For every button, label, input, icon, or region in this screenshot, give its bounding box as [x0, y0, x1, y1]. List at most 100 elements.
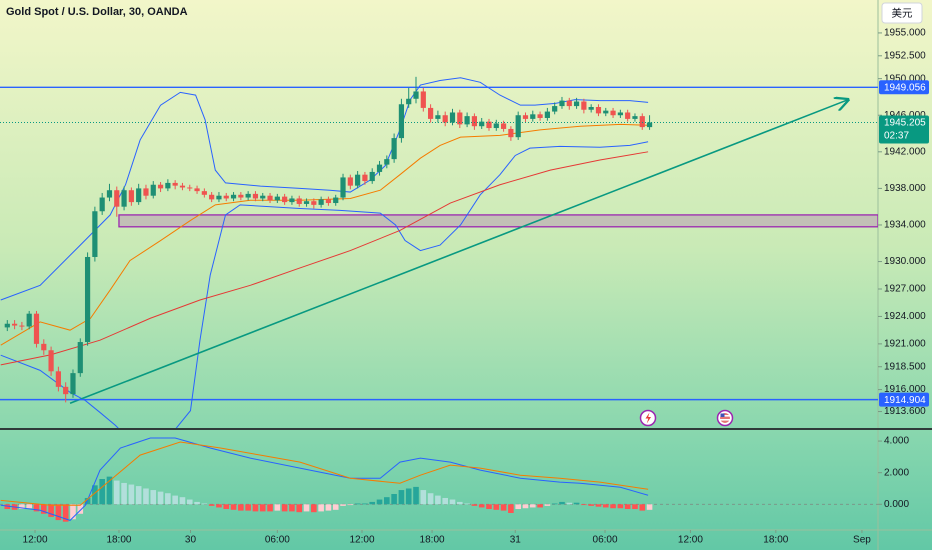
candle-body: [559, 100, 565, 107]
candle-body: [625, 112, 631, 119]
x-tick-label: 12:00: [678, 535, 703, 546]
candle-body: [216, 195, 222, 200]
horizontal-line-label-box: [879, 80, 929, 95]
macd-histogram-bar: [267, 504, 273, 512]
macd-histogram-bar: [332, 504, 339, 510]
candle-body: [121, 190, 127, 207]
candle-body: [92, 211, 98, 257]
candle-body: [187, 187, 193, 189]
y-tick-label: 1913.600: [884, 406, 926, 417]
macd-histogram-bar: [376, 499, 383, 505]
macd-histogram-bar: [230, 504, 237, 510]
macd-histogram-bar: [186, 499, 193, 505]
y-tick-label: 1946.000: [884, 110, 926, 121]
overlay-line: [0, 77, 649, 301]
macd-histogram-bar: [493, 504, 500, 510]
candle-body: [632, 116, 638, 119]
event-icon-flag[interactable]: [716, 409, 734, 427]
candle-body: [413, 91, 419, 99]
candle-body: [552, 106, 558, 112]
candle-body: [610, 110, 616, 116]
candle-body: [471, 116, 477, 127]
candle-body: [77, 342, 83, 374]
candle-body: [530, 114, 536, 119]
candle-body: [172, 182, 178, 186]
x-tick-label: 12:00: [23, 535, 48, 546]
candle-body: [296, 198, 302, 204]
candle-body: [340, 177, 346, 198]
candle-body: [333, 197, 339, 204]
candle-body: [114, 190, 120, 207]
macd-histogram-bar: [405, 488, 412, 505]
currency-button[interactable]: [881, 2, 923, 24]
last-price-label: 1945.205: [884, 118, 926, 129]
last-price-box: [879, 115, 929, 144]
macd-histogram-bar: [632, 504, 638, 510]
macd-histogram-bar: [296, 504, 303, 513]
candle-body: [398, 104, 405, 139]
macd-histogram-bar: [208, 504, 215, 506]
macd-histogram-bar: [522, 504, 529, 509]
macd-histogram-bar: [150, 490, 157, 505]
macd-histogram-bar: [398, 490, 405, 505]
candle-body: [318, 199, 324, 205]
candle-body: [70, 373, 76, 395]
macd-histogram-bar: [588, 504, 594, 506]
main-pane: [0, 76, 878, 428]
macd-histogram-bar: [252, 504, 259, 512]
macd-histogram-bar: [201, 503, 208, 505]
y-tick-label: 1955.000: [884, 28, 926, 39]
candle-body: [19, 325, 25, 327]
macd-histogram-bar: [573, 502, 580, 505]
candle-body: [479, 121, 485, 127]
macd-histogram-bar: [106, 476, 113, 505]
candle-body: [573, 101, 580, 107]
macd-histogram-bar: [442, 497, 449, 505]
macd-histogram-bar: [413, 486, 419, 505]
macd-histogram-bar: [391, 494, 397, 505]
event-icon-lightning[interactable]: [639, 409, 657, 427]
y-tick-label: 1921.000: [884, 339, 926, 350]
macd-histogram-bar: [369, 501, 376, 505]
candle-body: [486, 121, 492, 129]
macd-histogram-bar: [639, 504, 646, 511]
candle-body: [595, 107, 602, 114]
candle-body: [617, 112, 623, 116]
candle-body: [99, 197, 105, 212]
candle-body: [355, 174, 361, 186]
horizontal-line-label: 1949.056: [884, 82, 926, 93]
macd-histogram-bar: [457, 501, 463, 505]
candle-body: [201, 191, 207, 195]
macd-histogram-bar: [610, 504, 616, 509]
macd-histogram-bar: [216, 504, 222, 508]
currency-label[interactable]: 美元: [892, 6, 913, 19]
macd-histogram-bar: [427, 493, 434, 505]
candle-body: [406, 98, 412, 105]
candle-body: [646, 122, 653, 128]
candle-body: [238, 194, 244, 198]
candle-body: [274, 196, 280, 201]
candle-body: [369, 171, 375, 182]
macd-histogram-bar: [354, 503, 361, 505]
macd-histogram-bar: [40, 504, 47, 514]
candle-body: [544, 111, 550, 118]
macd-histogram-bar: [325, 504, 332, 511]
candle-body: [391, 138, 397, 160]
candle-body: [303, 201, 310, 204]
macd-histogram-bar: [70, 504, 76, 520]
candle-body: [33, 313, 40, 344]
candle-body: [464, 116, 470, 125]
axes: 1955.000 1952.500 1950.000 1946.000 1942.000…: [23, 28, 929, 546]
candle-body: [325, 199, 332, 204]
macd-histogram-bar: [529, 504, 536, 508]
macd-histogram-bar: [172, 495, 178, 505]
macd-histogram-bar: [508, 504, 514, 513]
candle-body: [311, 201, 317, 205]
macd-histogram-bar: [62, 504, 69, 522]
y-tick-label: 1927.000: [884, 284, 926, 295]
candle-body: [136, 188, 142, 203]
candle-body: [26, 313, 32, 327]
candle-body: [384, 159, 390, 165]
